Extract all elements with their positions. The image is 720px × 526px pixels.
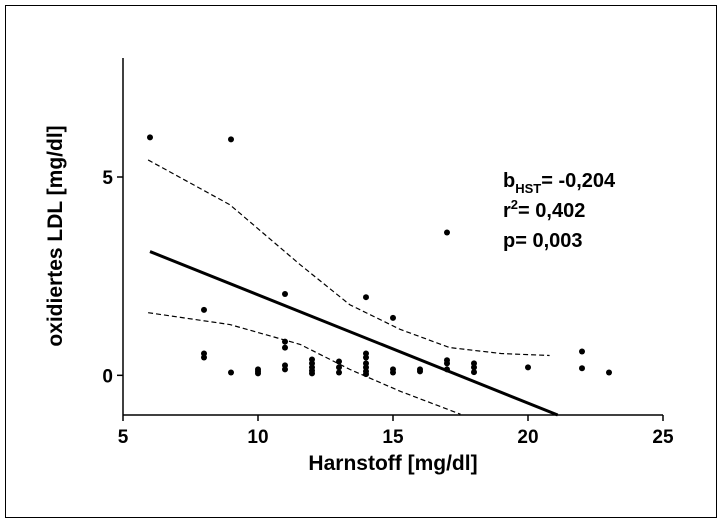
point [255,370,261,377]
point [390,369,396,376]
slope-text: bHST= -0,204 [503,170,616,196]
r2-text: r2= 0,402 [503,197,585,222]
point [309,370,315,377]
point [444,360,450,367]
point [417,368,423,375]
x-tick-label: 5 [118,427,129,448]
point [201,354,207,361]
point [363,294,369,301]
p-text: p= 0,003 [503,230,583,252]
point [282,344,288,351]
regression-line [149,250,559,417]
x-tick-label: 10 [247,427,268,448]
confidence-band [148,312,461,415]
x-axis-label: Harnstoff [mg/dl] [308,452,477,475]
confidence-band [147,159,550,357]
point [471,364,477,371]
point [336,364,342,371]
point [606,369,612,376]
point [282,338,288,345]
point [579,365,585,372]
point [336,358,342,365]
point [228,136,234,143]
point [579,348,585,355]
point [390,314,396,321]
point [228,369,234,376]
y-tick-label: 5 [102,168,113,189]
point [201,306,207,313]
point [444,366,450,373]
point [147,134,153,141]
annotation: bHST= -0,204 r2= 0,402 p= 0,003 [503,170,616,252]
x-tick-label: 25 [652,427,674,448]
point [363,354,369,361]
x-tick-label: 20 [517,427,538,448]
x-tick-label: 15 [382,427,404,448]
point [444,229,450,236]
frame [5,5,717,518]
point [525,364,531,371]
y-tick-label: 0 [102,366,113,387]
y-axis-label: oxidiertes LDL [mg/dl] [44,125,67,346]
point [282,366,288,373]
point [282,291,288,298]
point [471,369,477,376]
point [363,371,369,378]
point [336,369,342,376]
